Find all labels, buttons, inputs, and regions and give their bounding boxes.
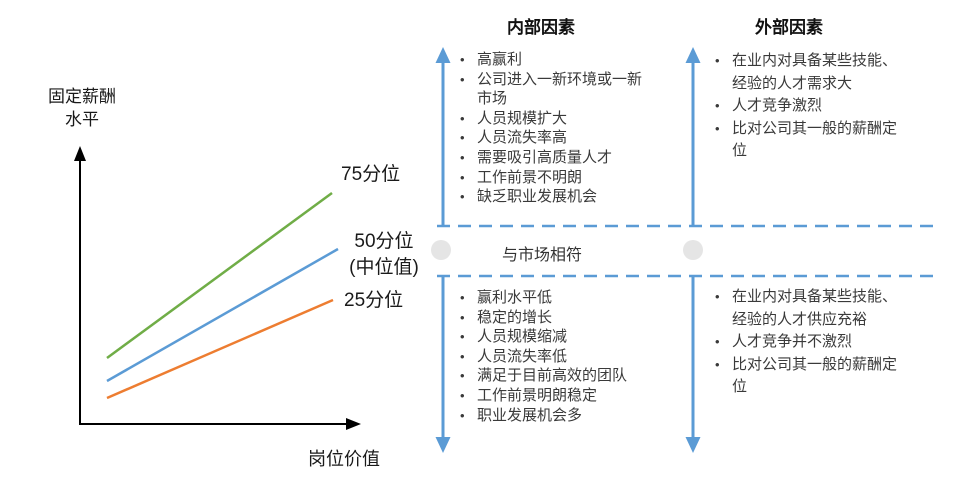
internal-factors-above-list: 高赢利公司进入一新环境或一新市场人员规模扩大人员流失率高需要吸引高质量人才工作前… <box>455 50 651 207</box>
bullet-item: 满足于目前高效的团队 <box>455 366 651 386</box>
band-circle-left <box>431 240 451 260</box>
x-axis-label: 岗位价值 <box>308 449 380 469</box>
y-axis-arrowhead-icon <box>74 146 86 161</box>
band-label: 与市场相符 <box>501 247 582 264</box>
external-factors-above-list: 在业内对具备某些技能、经验的人才需求大人才竞争激烈比对公司其一般的薪酬定位 <box>710 50 910 163</box>
x-axis-arrowhead-icon <box>346 418 361 430</box>
bullet-item: 在业内对具备某些技能、经验的人才供应充裕 <box>710 286 910 331</box>
bullet-item: 公司进入一新环境或一新市场 <box>455 70 651 109</box>
bullet-item: 赢利水平低 <box>455 288 651 308</box>
bullet-item: 缺乏职业发展机会 <box>455 187 651 207</box>
bullet-item: 职业发展机会多 <box>455 406 651 426</box>
bullet-item: 需要吸引高质量人才 <box>455 148 651 168</box>
bullet-item: 比对公司其一般的薪酬定位 <box>710 354 910 399</box>
line-25th-percentile <box>106 298 334 400</box>
bullet-item: 工作前景明朗稳定 <box>455 386 651 406</box>
bullet-item: 比对公司其一般的薪酬定位 <box>710 118 910 163</box>
external-arrow-down-head-icon <box>685 437 701 453</box>
bullet-item: 人员规模扩大 <box>455 109 651 129</box>
band-circle-right <box>683 240 703 260</box>
bullet-item: 人员流失率高 <box>455 128 651 148</box>
external-factors-header: 外部因素 <box>755 18 823 37</box>
y-axis-label: 固定薪酬 水平 <box>48 87 116 129</box>
external-factors-below-list: 在业内对具备某些技能、经验的人才供应充裕人才竞争并不激烈比对公司其一般的薪酬定位 <box>710 286 910 399</box>
internal-factors-below-list: 赢利水平低稳定的增长人员规模缩减人员流失率低满足于目前高效的团队工作前景明朗稳定… <box>455 288 651 425</box>
bullet-item: 稳定的增长 <box>455 308 651 328</box>
internal-arrow-down-head-icon <box>435 437 451 453</box>
internal-arrow-up-head-icon <box>435 47 451 63</box>
label-25th-percentile: 25分位 <box>344 290 404 311</box>
bullet-item: 高赢利 <box>455 50 651 70</box>
label-75th-percentile: 75分位 <box>341 164 401 185</box>
line-50th-percentile <box>106 247 339 383</box>
bullet-item: 人员流失率低 <box>455 347 651 367</box>
label-50th-percentile: 50分位 (中位值) <box>349 231 419 278</box>
external-arrow-up-head-icon <box>685 47 701 63</box>
bullet-item: 在业内对具备某些技能、经验的人才需求大 <box>710 50 910 95</box>
bullet-item: 工作前景不明朗 <box>455 168 651 188</box>
bullet-item: 人才竞争激烈 <box>710 95 910 118</box>
bullet-item: 人员规模缩减 <box>455 327 651 347</box>
internal-factors-header: 内部因素 <box>507 18 575 37</box>
bullet-item: 人才竞争并不激烈 <box>710 331 910 354</box>
line-75th-percentile <box>106 191 333 360</box>
